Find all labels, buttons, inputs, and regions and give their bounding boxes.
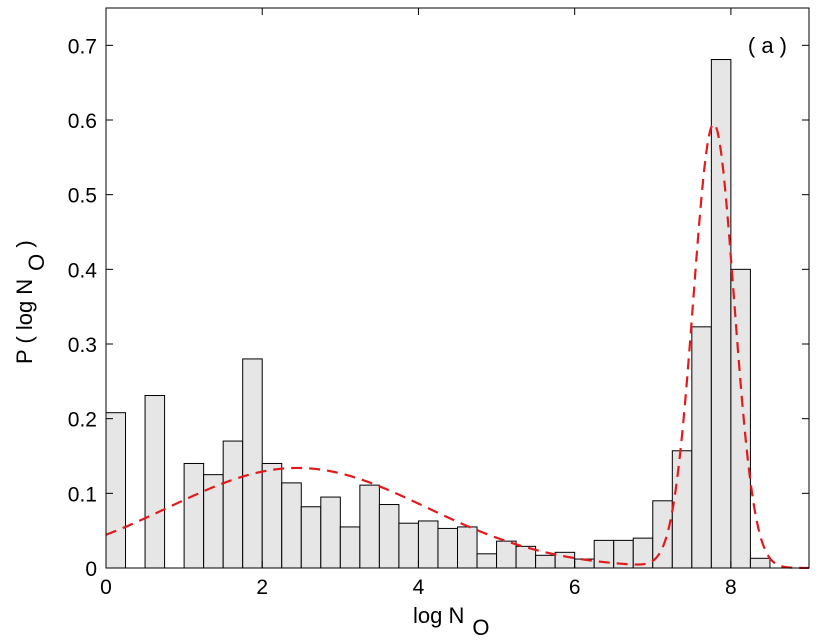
histogram-bar	[398, 522, 419, 569]
histogram-bar	[457, 526, 478, 569]
histogram-bar	[710, 59, 732, 569]
histogram-bar	[730, 268, 751, 569]
histogram-bar	[281, 482, 302, 569]
histogram-bar	[203, 474, 224, 569]
y-tick-label: 0.2	[68, 409, 97, 432]
x-axis-title-sub: O	[472, 615, 489, 640]
histogram-bars	[105, 59, 771, 569]
panel-annotation: ( a )	[748, 33, 787, 58]
y-tick-label: 0.7	[68, 35, 97, 58]
histogram-bar	[183, 462, 205, 569]
y-axis-title-tail: )	[12, 240, 37, 253]
x-tick-label: 0	[100, 576, 112, 599]
y-tick-label: 0.6	[68, 110, 97, 133]
x-tick-label: 6	[569, 576, 581, 599]
x-tick-label: 2	[256, 576, 268, 599]
histogram-bar	[671, 450, 693, 569]
histogram-bar	[261, 462, 283, 569]
x-axis-title: log N O	[413, 603, 489, 640]
y-tick-label: 0.5	[68, 185, 97, 208]
histogram-bar	[359, 484, 380, 569]
histogram-bar	[496, 540, 517, 569]
y-tick-label: 0	[85, 558, 97, 581]
histogram-bar	[105, 412, 127, 569]
y-tick-label: 0.3	[68, 334, 97, 357]
histogram-bar	[437, 527, 459, 569]
plot-frame	[105, 7, 810, 569]
y-axis-title-main: P ( log N	[12, 279, 37, 364]
x-axis-title-main: log N	[413, 603, 464, 628]
histogram-bar	[300, 506, 322, 569]
axis-tick-labels: 0 2 4 6 8 0 0.1 0.2 0.3 0.4 0.5 0.6 0.7	[68, 35, 737, 599]
histogram-bar	[242, 358, 263, 569]
y-tick-label: 0.1	[68, 483, 97, 506]
histogram-bar	[144, 395, 166, 569]
histogram-bar	[691, 326, 712, 569]
fit-curve	[105, 122, 809, 570]
x-tick-label: 8	[725, 576, 737, 599]
histogram-bar	[476, 553, 498, 569]
y-tick-label: 0.4	[68, 259, 98, 282]
y-axis-title: P ( log N O )	[12, 240, 49, 364]
histogram-bar	[554, 551, 576, 569]
histogram-bar	[320, 496, 341, 569]
histogram-bar	[535, 554, 556, 569]
histogram-bar	[378, 504, 400, 569]
histogram-bar	[749, 557, 771, 569]
histogram-bar	[339, 526, 361, 569]
histogram-bar	[222, 440, 244, 569]
axis-ticks	[105, 8, 809, 569]
histogram-bar	[417, 520, 439, 569]
histogram-bar	[593, 539, 615, 569]
x-tick-label: 4	[413, 576, 425, 599]
y-axis-title-sub: O	[24, 254, 49, 271]
